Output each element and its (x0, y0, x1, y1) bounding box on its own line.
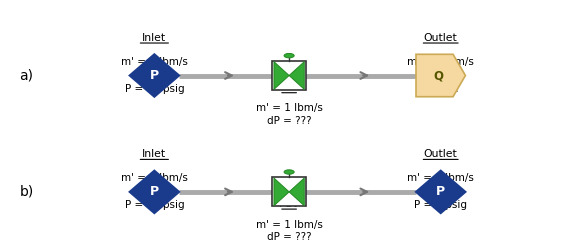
Text: P = 0 psig: P = 0 psig (414, 200, 467, 210)
Text: P = ???: P = ??? (422, 84, 460, 94)
Text: Inlet: Inlet (142, 33, 167, 43)
Text: P: P (150, 69, 159, 82)
Text: m' = 1 lbm/s: m' = 1 lbm/s (407, 173, 474, 184)
FancyBboxPatch shape (272, 177, 306, 206)
Text: m' = 1 lbm/s: m' = 1 lbm/s (407, 57, 474, 67)
Text: FCV: FCV (278, 199, 300, 209)
Text: Outlet: Outlet (424, 33, 458, 43)
Text: P = 10 psig: P = 10 psig (125, 84, 184, 94)
Circle shape (284, 170, 294, 174)
Polygon shape (289, 62, 304, 89)
Text: m' = 1 lbm/s: m' = 1 lbm/s (121, 173, 188, 184)
Text: dP = ???: dP = ??? (267, 116, 311, 125)
Text: P: P (150, 186, 159, 198)
Text: Q: Q (433, 69, 443, 82)
Polygon shape (416, 54, 466, 97)
Polygon shape (274, 62, 289, 89)
Polygon shape (274, 178, 289, 206)
Polygon shape (130, 171, 179, 213)
Text: m' = 1 lbm/s: m' = 1 lbm/s (121, 57, 188, 67)
Text: FCV: FCV (278, 83, 300, 93)
Text: b): b) (20, 185, 34, 199)
Text: m' = 1 lbm/s: m' = 1 lbm/s (256, 220, 323, 230)
Text: P = 10 psig: P = 10 psig (125, 200, 184, 210)
Polygon shape (289, 178, 304, 206)
Text: Inlet: Inlet (142, 149, 167, 159)
Text: m' = 1 lbm/s: m' = 1 lbm/s (256, 103, 323, 113)
Text: Outlet: Outlet (424, 149, 458, 159)
Polygon shape (130, 54, 179, 97)
Text: P: P (436, 186, 445, 198)
Polygon shape (416, 171, 466, 213)
Text: dP = ???: dP = ??? (267, 232, 311, 242)
Circle shape (284, 54, 294, 58)
FancyBboxPatch shape (272, 61, 306, 90)
Text: a): a) (20, 68, 33, 83)
